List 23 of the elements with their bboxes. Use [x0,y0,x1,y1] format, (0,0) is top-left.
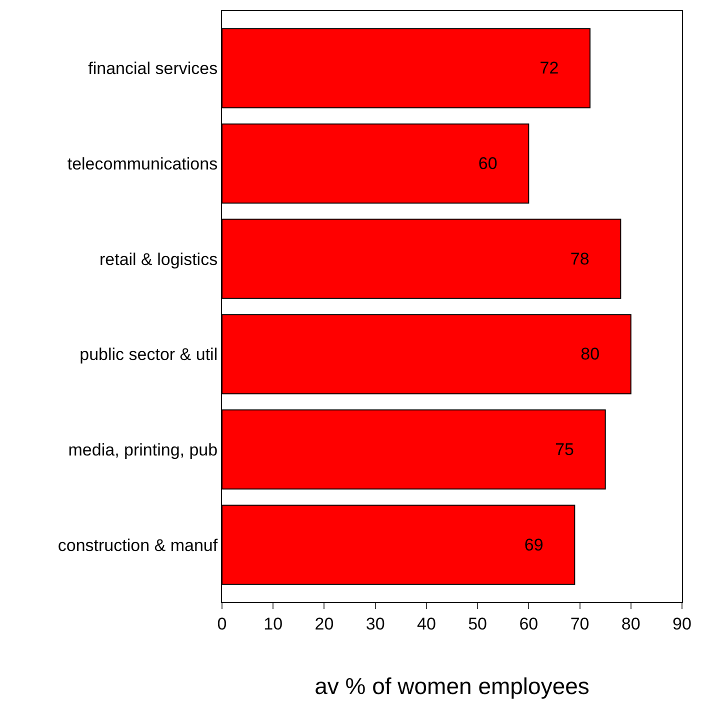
y-tick-label: telecommunications [67,154,218,174]
data-label: 72 [540,58,587,78]
x-axis-title: av % of women employees [314,673,590,699]
x-tick-label: 40 [416,614,436,634]
x-tick-label: 60 [519,614,538,634]
y-tick-label: financial services [88,59,218,78]
y-tick-label: retail & logistics [99,250,218,269]
data-label: 69 [524,535,572,554]
x-tick-label: 70 [570,614,590,634]
x-tick-label: 80 [621,614,640,634]
x-tick-label: 10 [264,614,283,634]
y-tick-label: construction & manuf [58,536,218,555]
y-tick-label: public sector & util [80,345,218,364]
x-tick-label: 50 [468,614,488,634]
x-tick-label: 90 [672,614,692,634]
data-label: 75 [555,440,602,459]
x-tick-label: 20 [314,614,334,634]
y-tick-label: media, printing, pub [68,440,218,460]
data-label: 78 [570,249,618,268]
x-tick-label: 30 [366,614,385,634]
data-label: 80 [580,344,628,364]
x-tick-label: 0 [217,614,227,634]
data-label: 60 [478,154,526,174]
